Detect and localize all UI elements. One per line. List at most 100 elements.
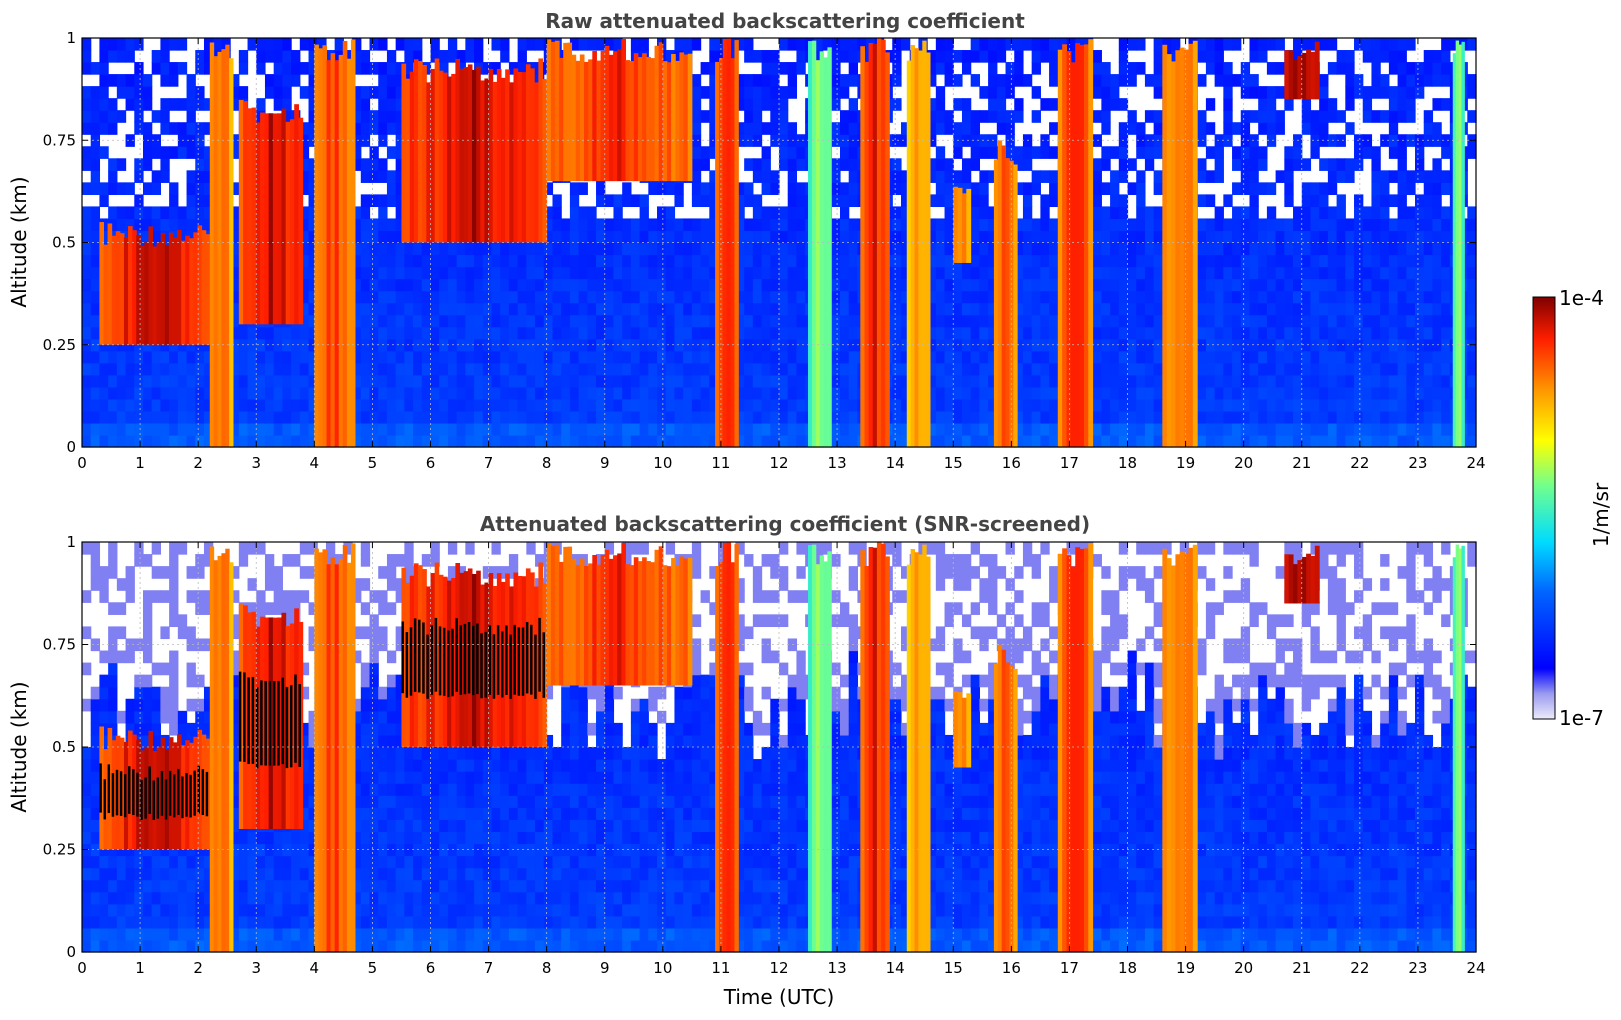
heatmap-cell xyxy=(1327,398,1338,412)
heatmap-cell xyxy=(935,350,946,364)
heatmap-cell xyxy=(413,278,423,292)
heatmap-cell xyxy=(1118,62,1129,75)
heatmap-cell xyxy=(770,50,780,63)
heatmap-cell xyxy=(1040,338,1050,352)
heatmap-cell xyxy=(1258,98,1268,111)
heatmap-cell xyxy=(691,38,702,51)
heatmap-cell xyxy=(700,110,710,123)
heatmap-cell xyxy=(970,122,980,135)
heatmap-cell xyxy=(82,218,92,232)
heatmap-cell xyxy=(1040,146,1050,159)
heatmap-cell xyxy=(264,38,275,51)
heatmap-cell xyxy=(1110,374,1120,388)
heatmap-cell xyxy=(1266,314,1277,328)
heatmap-cell xyxy=(561,290,571,304)
heatmap-cell xyxy=(352,398,362,412)
heatmap-cell xyxy=(508,302,519,316)
heatmap-cell xyxy=(1354,86,1364,99)
heatmap-cell xyxy=(604,314,615,328)
heatmap-cell xyxy=(1136,434,1146,448)
heatmap-cell xyxy=(1266,242,1277,256)
heatmap-cell xyxy=(1205,194,1216,208)
heatmap-cell xyxy=(1266,410,1277,424)
heatmap-cell xyxy=(160,170,170,183)
heatmap-cell xyxy=(1005,86,1015,99)
heatmap-cell xyxy=(1092,62,1102,75)
heatmap-cell xyxy=(247,350,257,364)
heatmap-cell xyxy=(1205,278,1216,292)
heatmap-cell xyxy=(195,386,205,400)
heatmap-cell xyxy=(979,386,989,400)
heatmap-cell xyxy=(430,266,440,280)
heatmap-cell xyxy=(186,386,196,400)
heatmap-cell xyxy=(587,206,597,220)
heatmap-feature-column xyxy=(538,58,544,243)
heatmap-cell xyxy=(1266,350,1277,364)
heatmap-cell xyxy=(657,182,667,195)
heatmap-cell xyxy=(1127,362,1137,376)
heatmap-cell xyxy=(1022,266,1033,280)
heatmap-cell xyxy=(1205,326,1216,340)
heatmap-cell xyxy=(465,278,475,292)
heatmap-cell xyxy=(587,410,597,424)
heatmap-cell xyxy=(1415,194,1425,208)
heatmap-cell xyxy=(1197,326,1207,340)
heatmap-cell xyxy=(125,410,135,424)
heatmap-cell xyxy=(413,434,423,448)
heatmap-cell xyxy=(1380,278,1390,292)
heatmap-cell xyxy=(622,182,632,195)
heatmap-cell xyxy=(299,158,310,171)
heatmap-cell xyxy=(500,350,510,364)
heatmap-cell xyxy=(1014,218,1024,232)
heatmap-cell xyxy=(1371,242,1381,256)
heatmap-cell xyxy=(256,50,266,63)
heatmap-cell xyxy=(761,50,771,63)
heatmap-cell xyxy=(404,62,414,75)
heatmap-cell xyxy=(447,278,458,292)
heatmap-cell xyxy=(831,38,841,51)
heatmap-cell xyxy=(491,374,501,388)
heatmap-cell xyxy=(831,362,841,376)
heatmap-cell xyxy=(1432,206,1442,220)
heatmap-cell xyxy=(1232,158,1242,171)
heatmap-cell xyxy=(1293,386,1303,400)
heatmap-cell xyxy=(1223,86,1233,99)
heatmap-cell xyxy=(186,338,196,352)
heatmap-cell xyxy=(709,266,719,280)
heatmap-cell xyxy=(831,242,841,256)
heatmap-cell xyxy=(1136,194,1146,208)
heatmap-cell xyxy=(1232,230,1242,244)
heatmap-feature-column xyxy=(1066,51,1072,447)
heatmap-cell xyxy=(116,50,127,63)
heatmap-cell xyxy=(578,242,588,256)
heatmap-cell xyxy=(752,302,763,316)
heatmap-cell xyxy=(770,350,780,364)
heatmap-cell xyxy=(657,266,667,280)
heatmap-cell xyxy=(1214,362,1224,376)
heatmap-cell xyxy=(665,206,676,220)
heatmap-cell xyxy=(1397,362,1407,376)
heatmap-cell xyxy=(1319,206,1329,220)
heatmap-feature-column xyxy=(596,60,602,182)
heatmap-cell xyxy=(1397,254,1407,268)
heatmap-feature-column xyxy=(868,42,874,447)
heatmap-cell xyxy=(831,302,841,316)
heatmap-cell xyxy=(735,98,745,111)
heatmap-cell xyxy=(1031,38,1041,51)
heatmap-cell xyxy=(413,38,423,51)
heatmap-cell xyxy=(395,278,405,292)
heatmap-cell xyxy=(1110,410,1120,424)
heatmap-cell xyxy=(282,86,292,99)
heatmap-cell xyxy=(151,182,162,195)
heatmap-cell xyxy=(770,290,780,304)
heatmap-cell xyxy=(683,266,693,280)
heatmap-cell xyxy=(308,110,318,123)
heatmap-cell xyxy=(979,278,989,292)
heatmap-cell xyxy=(1293,38,1303,51)
heatmap-cell xyxy=(552,302,562,316)
heatmap-cell xyxy=(160,410,170,424)
heatmap-cell xyxy=(1197,50,1207,63)
heatmap-cell xyxy=(604,386,615,400)
heatmap-cell xyxy=(238,410,249,424)
heatmap-cell xyxy=(142,122,153,135)
